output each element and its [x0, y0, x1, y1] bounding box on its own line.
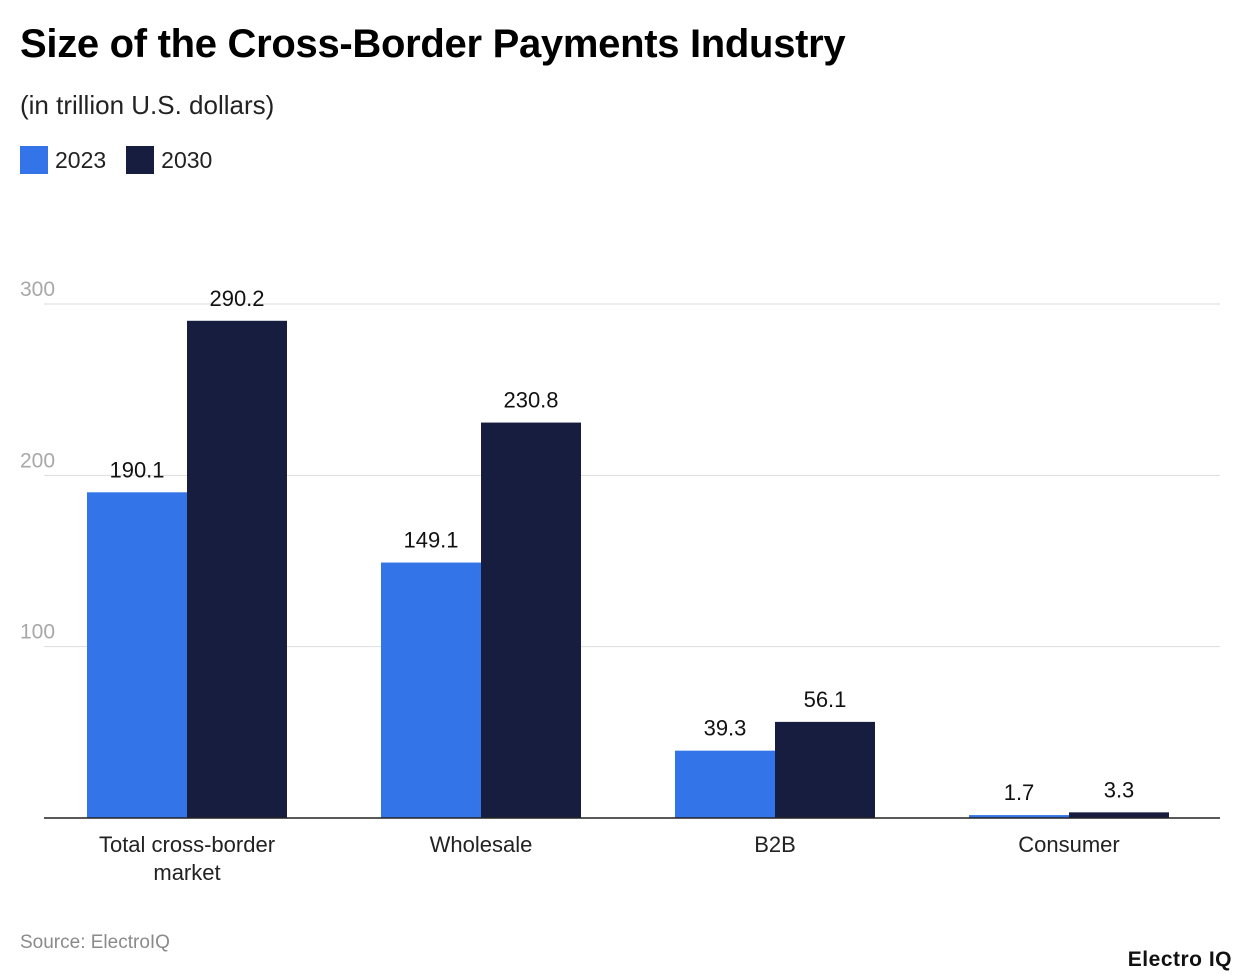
bar-2023	[381, 562, 481, 818]
x-tick-label: Consumer	[1018, 832, 1119, 857]
data-label: 149.1	[403, 528, 458, 553]
bar-2023	[87, 492, 187, 818]
source-note: Source: ElectroIQ	[20, 932, 170, 953]
x-tick-label: Total cross-border	[99, 832, 275, 857]
data-label: 290.2	[209, 286, 264, 311]
bar-2023	[675, 750, 775, 818]
y-tick-label: 200	[20, 449, 55, 472]
bar-chart: 100 200 300 190.1 290.2 Total cross-border mar…	[20, 278, 1220, 885]
x-tick-label: B2B	[754, 832, 796, 857]
legend-label-2030: 2030	[161, 146, 213, 173]
data-label: 190.1	[109, 457, 164, 482]
data-label: 230.8	[503, 388, 558, 413]
bar-2030	[187, 320, 287, 818]
legend-label-2023: 2023	[55, 146, 107, 173]
data-label: 39.3	[704, 716, 747, 741]
x-tick-label: market	[153, 860, 220, 885]
chart-title: Size of the Cross-Border Payments Indust…	[20, 22, 846, 66]
legend-item-2030: 2030	[126, 146, 212, 174]
legend-item-2023: 2023	[20, 146, 106, 174]
x-tick-label: Wholesale	[430, 832, 533, 857]
chart-subtitle: (in trillion U.S. dollars)	[20, 90, 275, 120]
chart-legend: 2023 2030	[20, 146, 232, 174]
y-tick-label: 100	[20, 621, 55, 644]
data-label: 56.1	[804, 687, 847, 712]
legend-swatch-2023	[20, 146, 48, 174]
data-label: 3.3	[1104, 777, 1135, 802]
brand-logo: Electro IQ	[1127, 948, 1232, 971]
bar-2030	[775, 721, 875, 818]
bar-2023	[969, 815, 1069, 818]
bar-2030	[1069, 812, 1169, 818]
legend-swatch-2030	[126, 146, 155, 174]
bar-2030	[481, 422, 581, 818]
y-tick-label: 300	[20, 278, 55, 301]
data-label: 1.7	[1004, 780, 1035, 805]
